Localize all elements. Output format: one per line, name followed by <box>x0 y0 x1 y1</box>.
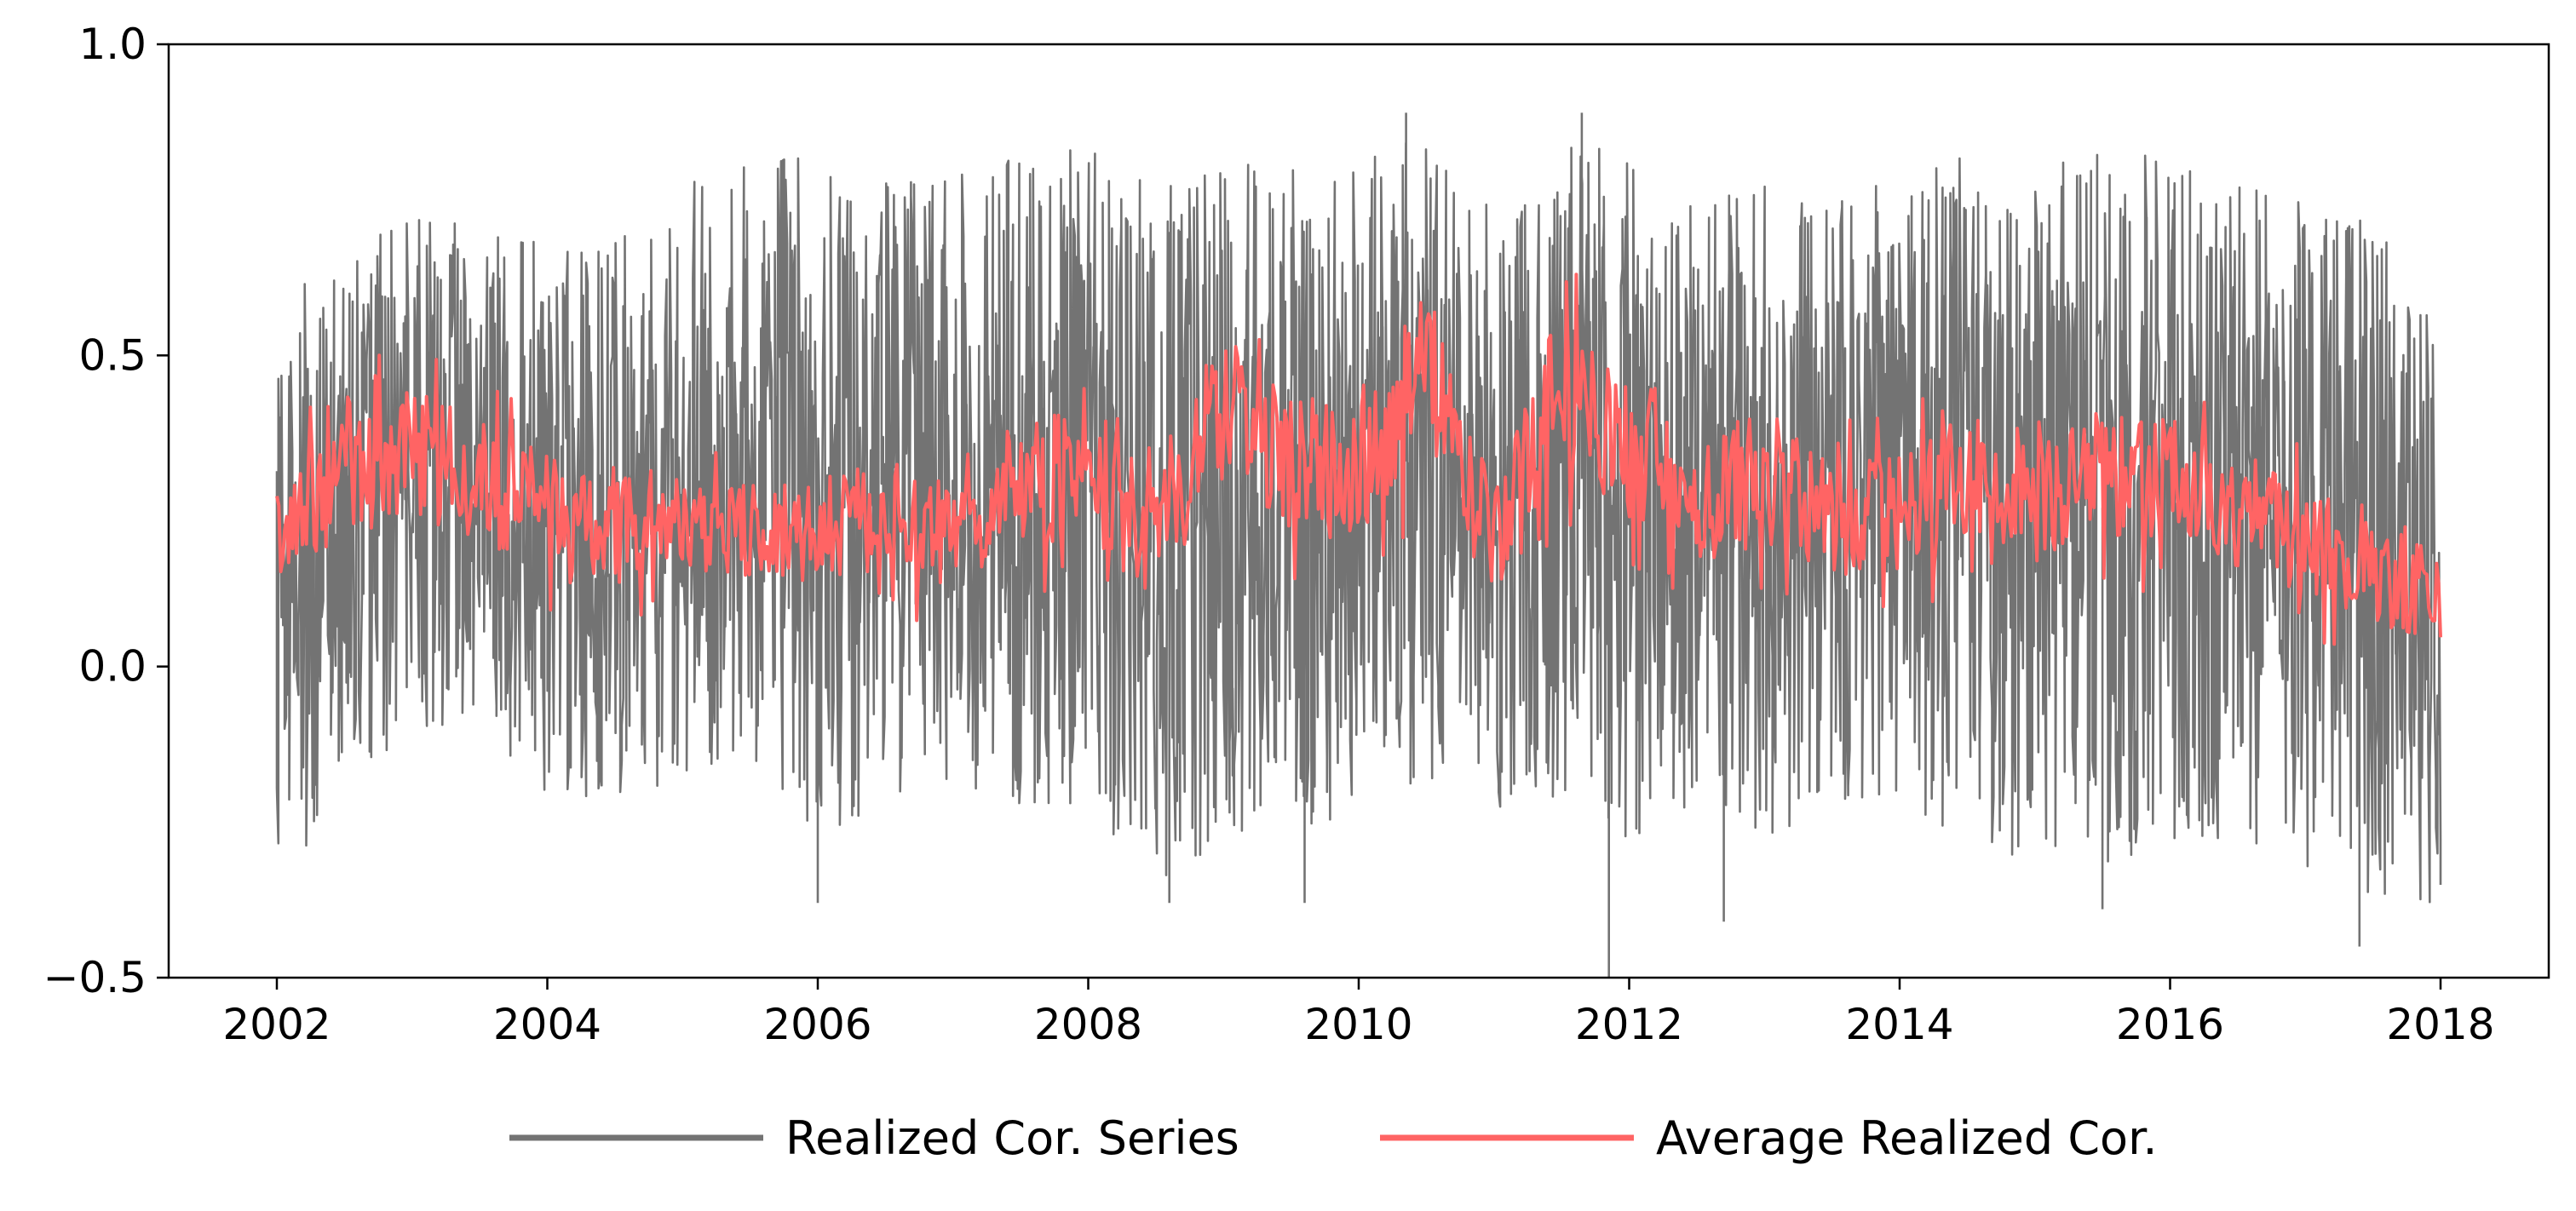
y-tick-label: 1.0 <box>78 20 147 69</box>
y-tick-label: −0.5 <box>43 953 147 1002</box>
y-tick-label: 0.0 <box>78 642 147 692</box>
x-tick-label: 2004 <box>493 1000 601 1049</box>
series-average-realized-cor-line <box>275 273 2442 646</box>
x-tick-label: 2018 <box>2386 1000 2494 1049</box>
x-tick-label: 2014 <box>1845 1000 1953 1049</box>
x-axis: 2002 2004 2006 2008 2010 2012 2014 2016 2018 <box>222 978 2495 1049</box>
series-layer <box>275 112 2442 978</box>
x-tick-label: 2012 <box>1575 1000 1683 1049</box>
x-tick-label: 2010 <box>1304 1000 1412 1049</box>
x-tick-label: 2002 <box>222 1000 331 1049</box>
x-tick-label: 2016 <box>2116 1000 2224 1049</box>
x-tick-label: 2006 <box>763 1000 871 1049</box>
legend-label-realized-cor-series: Realized Cor. Series <box>785 1111 1239 1165</box>
y-axis: −0.5 0.0 0.5 1.0 <box>43 20 169 1002</box>
x-tick-label: 2008 <box>1034 1000 1142 1049</box>
legend-label-average-realized-cor: Average Realized Cor. <box>1656 1111 2158 1165</box>
y-tick-label: 0.5 <box>78 330 147 380</box>
legend: Realized Cor. Series Average Realized Co… <box>509 1111 2158 1165</box>
